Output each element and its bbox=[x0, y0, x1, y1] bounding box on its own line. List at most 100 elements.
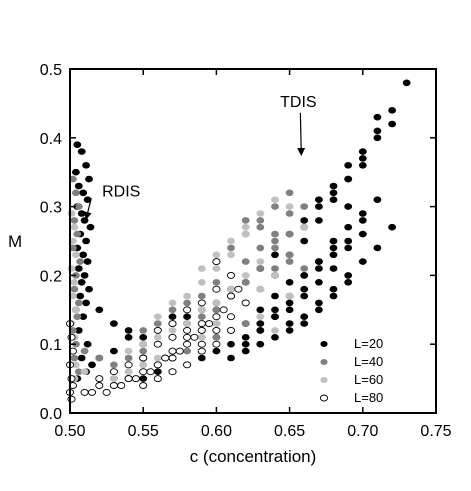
data-point-l20-118 bbox=[315, 299, 323, 307]
data-point-l60-44 bbox=[197, 265, 206, 272]
data-point-l80-40 bbox=[139, 382, 148, 389]
data-point-l80-32 bbox=[124, 375, 133, 383]
data-point-l20-106 bbox=[285, 306, 294, 314]
data-point-l40-75 bbox=[285, 258, 294, 265]
data-point-l60-47 bbox=[241, 223, 250, 231]
data-point-l80-58 bbox=[183, 326, 192, 334]
data-point-l60-49 bbox=[271, 196, 279, 203]
data-point-l20-13 bbox=[82, 237, 90, 245]
data-point-l20-132 bbox=[139, 334, 148, 341]
data-point-l80-56 bbox=[153, 340, 162, 348]
data-point-l20-63 bbox=[358, 210, 367, 217]
data-point-l40-35 bbox=[197, 292, 206, 300]
data-point-l20-86 bbox=[373, 134, 382, 142]
data-point-l20-21 bbox=[76, 292, 85, 300]
data-point-l20-16 bbox=[83, 258, 92, 265]
x-tick-label-1: 0.55 bbox=[128, 423, 159, 440]
data-point-l60-16 bbox=[124, 368, 133, 376]
data-point-l20-30 bbox=[88, 361, 96, 369]
data-point-l80-34 bbox=[153, 361, 162, 369]
data-point-l20-22 bbox=[82, 299, 90, 307]
data-point-l20-97 bbox=[153, 368, 162, 376]
data-point-l20-57 bbox=[271, 292, 279, 300]
data-point-l20-92 bbox=[329, 196, 338, 203]
data-point-l20-130 bbox=[110, 320, 118, 327]
data-point-l20-121 bbox=[285, 327, 294, 334]
data-point-l20-43 bbox=[271, 251, 279, 259]
data-point-l80-36 bbox=[183, 333, 192, 341]
data-point-l40-65 bbox=[241, 320, 250, 327]
data-point-l40-69 bbox=[285, 251, 294, 259]
data-point-l40-1 bbox=[72, 189, 80, 197]
data-point-l80-20 bbox=[168, 354, 177, 362]
data-point-l80-31 bbox=[109, 368, 118, 376]
data-point-l40-29 bbox=[285, 230, 294, 238]
data-point-l20-101 bbox=[212, 347, 221, 355]
data-point-l20-32 bbox=[110, 347, 118, 355]
data-point-l20-70 bbox=[315, 265, 323, 272]
data-point-l40-49 bbox=[271, 265, 279, 272]
data-point-l20-18 bbox=[80, 272, 89, 279]
data-point-l20-105 bbox=[271, 313, 279, 321]
data-point-l80-43 bbox=[183, 361, 192, 369]
data-point-l40-19 bbox=[139, 347, 148, 355]
data-point-l40-8 bbox=[70, 285, 79, 293]
legend-label-3: L=80 bbox=[354, 390, 383, 405]
data-point-l20-115 bbox=[271, 334, 279, 341]
data-point-l80-22 bbox=[183, 340, 192, 348]
data-point-l80-39 bbox=[226, 313, 236, 321]
data-point-l20-90 bbox=[300, 237, 309, 245]
data-point-l80-38 bbox=[212, 326, 221, 334]
data-point-l20-17 bbox=[74, 265, 83, 272]
data-point-l20-74 bbox=[256, 320, 265, 327]
data-point-l20-109 bbox=[329, 265, 338, 272]
data-point-l80-28 bbox=[226, 292, 236, 300]
data-point-l60-37 bbox=[153, 313, 162, 321]
data-point-l20-91 bbox=[315, 217, 323, 224]
data-point-l40-18 bbox=[124, 354, 133, 362]
data-point-l20-48 bbox=[344, 162, 353, 169]
annotations-layer: TDIS RDIS bbox=[83, 94, 317, 220]
data-point-l20-122 bbox=[300, 320, 309, 327]
data-point-l40-15 bbox=[80, 347, 89, 355]
data-point-l20-79 bbox=[329, 237, 338, 245]
data-point-l20-96 bbox=[139, 375, 148, 382]
data-point-l80-52 bbox=[212, 285, 221, 293]
points-layer bbox=[65, 79, 411, 403]
data-point-l80-10 bbox=[95, 382, 104, 389]
data-point-l80-44 bbox=[197, 347, 206, 355]
data-point-l60-28 bbox=[139, 340, 148, 348]
data-point-l60-50 bbox=[285, 203, 294, 210]
data-point-l20-1 bbox=[77, 148, 86, 155]
data-point-l80-46 bbox=[226, 326, 236, 334]
data-point-l20-80 bbox=[344, 203, 353, 210]
data-point-l40-30 bbox=[300, 203, 309, 210]
data-point-l80-9 bbox=[87, 388, 97, 396]
data-point-l60-31 bbox=[183, 320, 192, 327]
data-point-l80-59 bbox=[197, 320, 206, 328]
data-point-l60-22 bbox=[212, 320, 221, 327]
legend-label-0: L=20 bbox=[354, 336, 383, 351]
y-tick-label-4: 0.4 bbox=[40, 131, 62, 148]
data-point-l60-29 bbox=[153, 334, 162, 341]
data-point-l20-114 bbox=[256, 340, 265, 348]
data-point-l20-129 bbox=[95, 306, 104, 314]
data-point-l40-27 bbox=[256, 265, 265, 272]
data-point-l20-3 bbox=[72, 168, 80, 176]
data-point-l20-2 bbox=[82, 162, 90, 169]
data-point-l40-9 bbox=[74, 299, 83, 307]
x-tick-label-3: 0.65 bbox=[274, 423, 305, 440]
data-point-l20-45 bbox=[300, 217, 309, 224]
data-point-l80-13 bbox=[117, 382, 126, 389]
ticks-layer: 0.50 0.55 0.60 0.65 0.70 0.75 0.0 0.1 0.2 0.3 0.4 0… bbox=[40, 62, 452, 440]
data-point-l60-33 bbox=[212, 299, 221, 307]
data-point-l20-50 bbox=[373, 127, 382, 135]
data-point-l80-23 bbox=[190, 333, 199, 341]
data-point-l40-33 bbox=[168, 306, 177, 314]
data-point-l80-7 bbox=[67, 395, 76, 403]
data-point-l60-36 bbox=[256, 258, 265, 265]
data-point-l60-25 bbox=[256, 285, 265, 293]
data-point-l60-21 bbox=[197, 334, 206, 341]
data-point-l80-12 bbox=[109, 382, 118, 389]
data-point-l80-21 bbox=[175, 347, 184, 355]
